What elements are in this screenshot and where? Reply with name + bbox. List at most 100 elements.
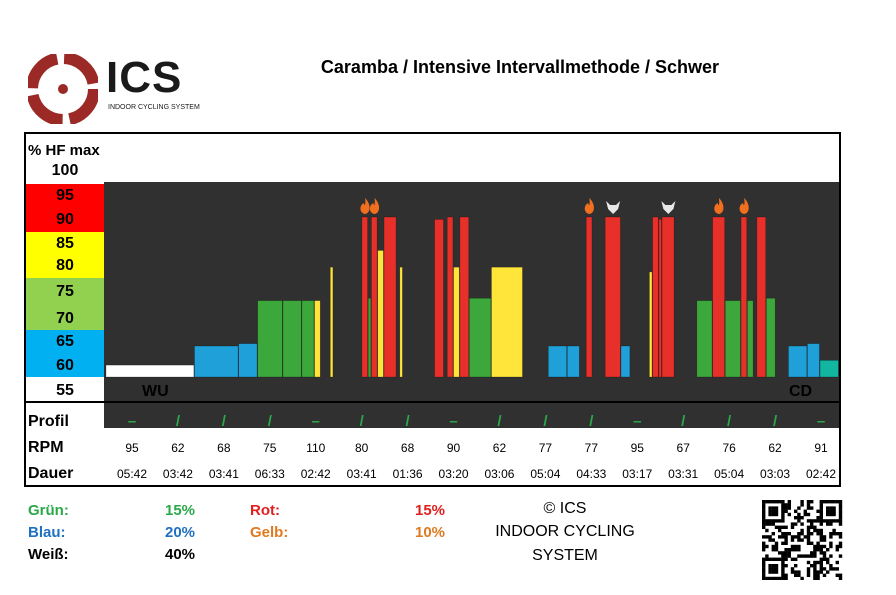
stat-blue-label: Blau: — [28, 524, 66, 541]
chart-panel — [24, 132, 841, 487]
data-table: Profil RPM Dauer – 95 05:42 / 62 03:42 / 68 03:4… — [28, 413, 836, 482]
bar-yellow-32 — [649, 271, 653, 378]
bar-teal-47 — [819, 360, 839, 378]
bar-red-29 — [604, 216, 621, 378]
zone-yellow — [26, 232, 104, 278]
bar-red-17 — [434, 219, 444, 378]
table-cell-rpm: 67 — [677, 441, 691, 455]
ytick-75: 75 — [56, 283, 74, 300]
table-cell-rpm: 76 — [722, 441, 736, 455]
bar-red-38 — [712, 216, 725, 378]
bar-blue-24 — [548, 345, 567, 378]
skull-icon — [661, 201, 676, 215]
flame-icon — [369, 198, 380, 215]
table-cell-rpm: 95 — [631, 441, 645, 455]
stat-yellow-label: Gelb: — [250, 524, 289, 541]
table-cell-profile: / — [773, 413, 778, 430]
skull-icon — [606, 201, 621, 215]
table-cell-profile: – — [128, 413, 136, 430]
zone-red — [26, 184, 104, 232]
ytick-65: 65 — [56, 333, 74, 350]
table-cell-rpm: 62 — [493, 441, 507, 455]
row-label-profile: Profil — [28, 413, 69, 430]
bar-yellow-15 — [399, 266, 403, 378]
table-cell-profile: – — [449, 413, 457, 430]
bar-red-12 — [371, 216, 378, 378]
flame-icon — [714, 198, 724, 215]
table-cell-rpm: 77 — [539, 441, 553, 455]
ytick-55: 55 — [56, 382, 74, 399]
bar-red-10 — [361, 216, 368, 378]
table-cell-rpm: 110 — [306, 441, 325, 455]
copyright-line-3: SYSTEM — [532, 547, 598, 564]
ytick-90: 90 — [56, 211, 74, 228]
bar-yellow-13 — [377, 250, 384, 378]
cooldown-label: CD — [789, 383, 812, 400]
intensity-chart: WU CD Profil RPM Dauer – 95 05:42 / 62 03:42 /… — [24, 182, 839, 482]
row-label-rpm: RPM — [28, 439, 64, 456]
copyright-line-1: © ICS — [543, 500, 587, 517]
bar-red-18 — [446, 216, 454, 378]
table-cell-duration: 05:04 — [530, 467, 560, 481]
table-cell-duration: 05:42 — [117, 467, 147, 481]
flame-icon — [739, 198, 749, 215]
bar-yellow-19 — [453, 266, 460, 378]
table-cell-profile: / — [681, 413, 686, 430]
stat-yellow-value: 10% — [415, 524, 446, 541]
stat-green-label: Grün: — [28, 502, 69, 519]
table-cell-rpm: 95 — [125, 441, 139, 455]
ics-logo-icon — [28, 54, 98, 124]
table-cell-profile: / — [727, 413, 732, 430]
bar-red-42 — [756, 216, 767, 378]
ytick-60: 60 — [56, 357, 74, 374]
flame-icon — [360, 198, 370, 215]
logo-text: ICS — [106, 53, 183, 102]
chart-icons — [360, 198, 749, 215]
qr-code-icon[interactable] — [757, 500, 847, 580]
bar-blue-46 — [807, 343, 820, 378]
table-cell-rpm: 91 — [814, 441, 828, 455]
bar-green-37 — [696, 300, 713, 378]
stat-white-value: 40% — [165, 546, 196, 563]
ytick-100: 100 — [51, 162, 79, 179]
stat-red-label: Rot: — [250, 502, 280, 519]
bar-white-0 — [105, 364, 195, 378]
zone-blue — [26, 330, 104, 377]
warmup-label: WU — [142, 383, 169, 400]
table-cell-profile: – — [312, 413, 320, 430]
table-cell-profile: / — [406, 413, 411, 430]
logo-subtitle: INDOOR CYCLING SYSTEM — [108, 104, 200, 111]
table-cell-duration: 03:03 — [760, 467, 790, 481]
chart-bars — [105, 216, 839, 378]
row-label-duration: Dauer — [28, 465, 73, 482]
table-cell-duration: 04:33 — [576, 467, 606, 481]
bar-green-4 — [282, 300, 302, 378]
table-cell-profile: – — [633, 413, 641, 430]
flame-icon — [584, 198, 594, 215]
zone-green — [26, 278, 104, 330]
bar-yellow-8 — [330, 266, 334, 378]
table-cell-profile: / — [268, 413, 273, 430]
bar-blue-25 — [566, 345, 580, 378]
table-cell-rpm: 77 — [585, 441, 599, 455]
bar-red-34 — [658, 219, 662, 378]
table-cell-profile: / — [589, 413, 594, 430]
table-cell-duration: 02:42 — [301, 467, 331, 481]
stat-blue-value: 20% — [165, 524, 196, 541]
table-cell-profile: / — [176, 413, 181, 430]
bar-red-20 — [459, 216, 470, 378]
bar-red-35 — [661, 216, 675, 378]
table-cell-profile: / — [543, 413, 548, 430]
table-cell-duration: 03:06 — [484, 467, 514, 481]
table-cell-duration: 06:33 — [255, 467, 285, 481]
y-axis-label: % HF max — [28, 142, 100, 159]
bar-yellow-6 — [314, 300, 321, 378]
bar-green-39 — [724, 300, 741, 378]
bar-green-3 — [257, 300, 283, 378]
bar-green-11 — [367, 297, 372, 378]
bar-green-43 — [766, 297, 776, 378]
table-cell-rpm: 62 — [171, 441, 185, 455]
table-cell-rpm: 68 — [401, 441, 415, 455]
table-cell-profile: / — [360, 413, 365, 430]
table-cell-rpm: 90 — [447, 441, 461, 455]
